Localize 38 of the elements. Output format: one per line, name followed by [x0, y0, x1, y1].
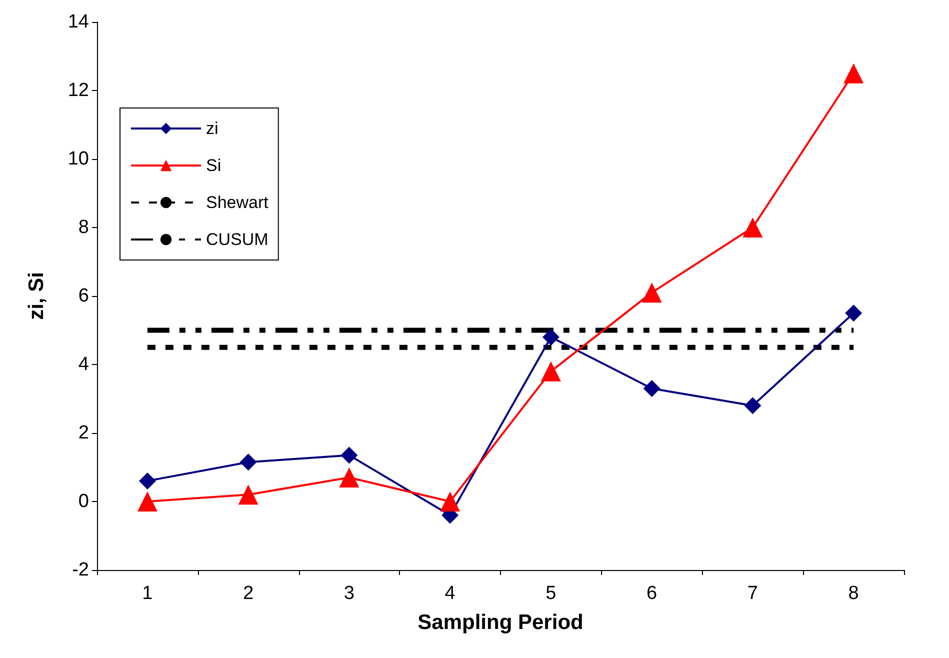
x-tick-label: 3 [344, 583, 354, 604]
y-tick-label: 12 [68, 80, 89, 101]
x-tick-label: 8 [848, 583, 859, 604]
y-tick-label: 0 [78, 491, 89, 512]
point [642, 282, 662, 303]
legend-label: zi [206, 119, 218, 138]
point [540, 361, 561, 382]
point [238, 484, 258, 505]
point [542, 328, 560, 346]
x-tick-label: 4 [444, 583, 456, 604]
point [844, 63, 864, 84]
point [845, 304, 862, 322]
point [643, 380, 660, 397]
x-tick-label: 5 [546, 583, 556, 604]
point [240, 454, 257, 471]
y-axis-title: zi, Si [25, 272, 48, 320]
y-tick-label: 2 [78, 422, 89, 444]
y-tick-label: 6 [78, 286, 89, 306]
x-tick-label: 2 [243, 583, 254, 604]
point [744, 397, 762, 414]
point [742, 218, 763, 238]
x-axis-title: Sampling Period [418, 611, 584, 634]
point [138, 472, 156, 490]
legend-label: Shewart [206, 193, 269, 212]
x-tick-label: 6 [646, 583, 658, 604]
x-tick-label: 7 [747, 583, 758, 604]
y-tick-label: -2 [72, 560, 89, 580]
x-tick-label: 1 [142, 583, 153, 604]
y-tick-label: 8 [78, 217, 89, 238]
y-tick-label: 10 [68, 148, 89, 170]
y-tick-label: 14 [68, 12, 90, 32]
point [137, 492, 158, 512]
legend-label: Si [206, 156, 222, 175]
point [340, 446, 358, 464]
point [339, 468, 360, 488]
legend-label: CUSUM [206, 230, 268, 249]
point [440, 492, 460, 512]
y-tick-label: 4 [78, 354, 90, 375]
